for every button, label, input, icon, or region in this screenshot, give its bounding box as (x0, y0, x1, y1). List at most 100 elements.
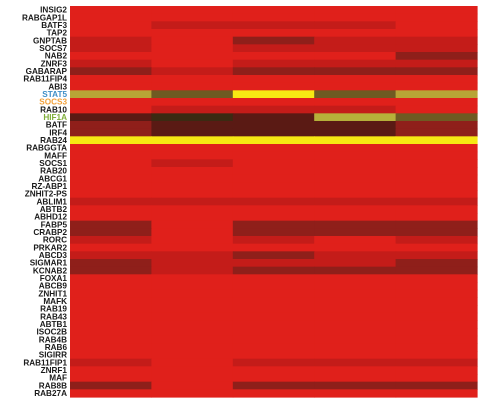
heatmap-cell (395, 297, 478, 306)
heatmap-cell (151, 197, 234, 206)
heatmap-cell (232, 259, 315, 268)
heatmap-cell (314, 90, 397, 99)
heatmap-cell (232, 343, 315, 352)
heatmap-cell (314, 36, 397, 45)
heatmap-cell (395, 220, 478, 229)
heatmap-cell (232, 213, 315, 222)
row-label: IRF4 (49, 128, 67, 137)
heatmap-cell (232, 251, 315, 260)
heatmap-cell (70, 351, 152, 360)
heatmap-cell (314, 75, 397, 84)
heatmap-cell (314, 121, 397, 130)
heatmap-cell (151, 320, 234, 329)
heatmap-cell (70, 67, 152, 76)
heatmap-cell (232, 289, 315, 298)
heatmap-cell (314, 144, 397, 153)
row-label: ABCG1 (38, 174, 67, 183)
heatmap-cell (395, 236, 478, 245)
heatmap-cell (314, 374, 397, 383)
heatmap-cell (314, 190, 397, 199)
row-label: MAFK (43, 297, 67, 306)
heatmap-cell (314, 151, 397, 160)
heatmap-cell (232, 75, 315, 84)
heatmap-cell (395, 52, 478, 61)
heatmap-cell (314, 282, 397, 291)
heatmap-cell (151, 343, 234, 352)
heatmap-cell (70, 190, 152, 199)
heatmap-cell (151, 144, 234, 153)
heatmap-cell (232, 274, 315, 283)
heatmap-cell (395, 44, 478, 53)
heatmap-cell (232, 29, 315, 38)
row-label: ISOC2B (37, 328, 68, 337)
heatmap-cell (314, 197, 397, 206)
heatmap-cell (151, 136, 234, 145)
heatmap-cell (395, 174, 478, 183)
heatmap-cell (70, 366, 152, 375)
heatmap-cell (151, 374, 234, 383)
heatmap-cell (395, 266, 478, 275)
heatmap-cell (232, 197, 315, 206)
heatmap-cell (395, 320, 478, 329)
heatmap-cell (151, 335, 234, 344)
heatmap-cell (314, 228, 397, 237)
heatmap-cell (70, 36, 152, 45)
heatmap-cell (395, 274, 478, 283)
heatmap-cell (70, 282, 152, 291)
heatmap-cell (232, 82, 315, 91)
row-label: ABCD3 (39, 251, 68, 260)
heatmap-cell (70, 236, 152, 245)
heatmap-cell (70, 374, 152, 383)
heatmap-cell (70, 358, 152, 367)
heatmap-cell (232, 351, 315, 360)
heatmap-cell (314, 182, 397, 191)
row-label: SOCS1 (39, 159, 67, 168)
heatmap-cell (232, 358, 315, 367)
row-label: RORC (43, 236, 67, 245)
heatmap-cell (314, 159, 397, 168)
heatmap-cell (151, 67, 234, 76)
heatmap-cell (70, 90, 152, 99)
heatmap-cell (232, 335, 315, 344)
heatmap-cell (232, 52, 315, 61)
heatmap-cell (232, 136, 315, 145)
heatmap-cell (395, 328, 478, 337)
row-label: GABARAP (26, 67, 68, 76)
heatmap-cell (151, 205, 234, 214)
heatmap-cell (395, 121, 478, 130)
heatmap-cell (232, 128, 315, 137)
heatmap-cell (151, 44, 234, 53)
heatmap-cell (151, 381, 234, 390)
heatmap-cell (232, 320, 315, 329)
row-label: RAB24 (40, 136, 67, 145)
row-label: RZ-ABP1 (32, 182, 68, 191)
heatmap-cell (232, 312, 315, 321)
row-label: RAB8B (39, 381, 67, 390)
heatmap-cell (70, 213, 152, 222)
row-label: FABP5 (41, 220, 68, 229)
heatmap-cell (151, 59, 234, 68)
row-label: ZNRF3 (41, 59, 68, 68)
heatmap-cell (395, 67, 478, 76)
heatmap-cell (232, 44, 315, 53)
heatmap-cell (314, 351, 397, 360)
heatmap-cell (70, 167, 152, 176)
heatmap-cell (70, 174, 152, 183)
heatmap-cell (151, 113, 234, 122)
heatmap-cell (314, 82, 397, 91)
heatmap-cell (70, 251, 152, 260)
heatmap-cell (70, 389, 152, 398)
heatmap-cell (151, 174, 234, 183)
heatmap-cell (314, 205, 397, 214)
heatmap-cell (232, 205, 315, 214)
heatmap-cell (70, 320, 152, 329)
heatmap-cell (395, 251, 478, 260)
heatmap-cell (151, 389, 234, 398)
heatmap-cell (395, 243, 478, 252)
heatmap-cell (314, 128, 397, 137)
heatmap-cell (151, 6, 234, 15)
heatmap-cell (395, 358, 478, 367)
heatmap-cell (395, 259, 478, 268)
heatmap-cell (395, 389, 478, 398)
heatmap-cell (70, 52, 152, 61)
